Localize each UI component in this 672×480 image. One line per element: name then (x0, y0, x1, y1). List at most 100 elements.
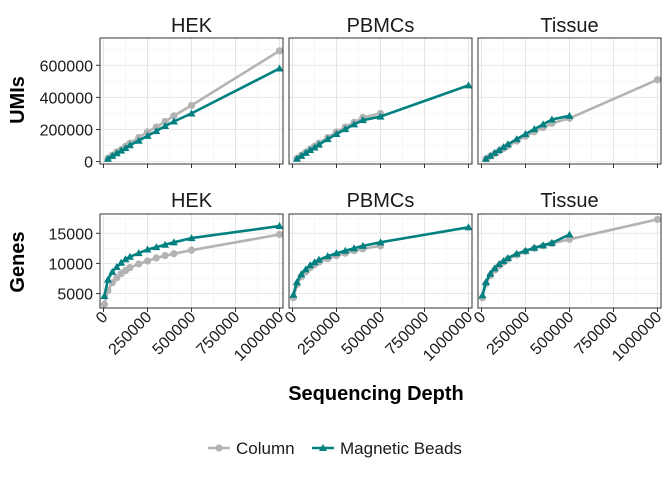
panel-0-1: PBMCs (288, 8, 473, 168)
legend-item-magnetic-beads: Magnetic Beads (312, 439, 462, 458)
data-point-circle (170, 250, 178, 258)
data-point-triangle (323, 135, 332, 143)
series-magnetic-beads (289, 223, 473, 298)
data-point-triangle (187, 109, 196, 117)
data-point-triangle (521, 246, 530, 254)
data-point-triangle (117, 258, 126, 266)
data-point-circle (126, 264, 134, 272)
facet-strip (100, 8, 283, 36)
data-point-triangle (376, 238, 385, 246)
x-tick-label: 250000 (484, 309, 534, 359)
data-point-triangle (100, 291, 109, 299)
data-point-triangle (521, 129, 530, 137)
facet-strip (289, 183, 472, 212)
data-point-triangle (301, 265, 310, 273)
data-point-circle (143, 257, 152, 265)
data-point-triangle (108, 267, 117, 275)
x-tick-label: 250000 (295, 309, 345, 359)
data-point-circle (565, 235, 574, 243)
y-tick-label: 15000 (49, 226, 94, 243)
x-tick-label: 250000 (106, 309, 156, 359)
series-magnetic-beads (292, 81, 473, 162)
x-axis-label: Sequencing Depth (288, 383, 464, 405)
data-point-triangle (314, 255, 323, 263)
facet-title: HEK (171, 15, 213, 37)
data-point-triangle (143, 245, 152, 253)
data-point-triangle (350, 244, 359, 252)
data-point-triangle (495, 146, 504, 154)
data-point-triangle (350, 120, 359, 128)
data-point-triangle (490, 264, 499, 272)
data-point-triangle (503, 140, 512, 148)
data-point-triangle (478, 291, 487, 299)
data-point-triangle (169, 117, 178, 125)
data-point-triangle (323, 252, 332, 260)
data-point-triangle (310, 143, 319, 151)
data-point-triangle (464, 81, 473, 89)
data-point-triangle (108, 151, 117, 159)
data-point-triangle (187, 234, 196, 242)
data-point-triangle (275, 64, 284, 72)
data-point-triangle (565, 230, 574, 238)
y-tick-label: 0 (84, 155, 93, 172)
facet-title: Tissue (540, 190, 598, 212)
data-point-triangle (358, 241, 367, 249)
data-point-triangle (152, 127, 161, 135)
y-tick-label: 400000 (40, 90, 93, 107)
data-point-triangle (565, 111, 574, 119)
data-point-triangle (169, 238, 178, 246)
data-point-triangle (503, 253, 512, 261)
facet-title: HEK (171, 190, 213, 212)
panel-1-0: HEK5000100001500002500005000007500001000… (49, 183, 287, 365)
facet-strip (478, 8, 661, 36)
data-point-triangle (143, 131, 152, 139)
data-point-triangle (103, 275, 112, 283)
data-point-triangle (289, 290, 298, 298)
data-point-triangle (530, 243, 539, 251)
data-point-triangle (539, 241, 548, 249)
data-point-triangle (292, 278, 301, 286)
data-point-triangle (486, 151, 495, 159)
data-point-triangle (112, 263, 121, 271)
x-tick-label: 0 (282, 309, 300, 327)
y-axis-label-umis: UMIs (7, 76, 29, 124)
y-tick-label: 10000 (49, 256, 94, 273)
data-point-triangle (152, 243, 161, 251)
facet-strip (100, 183, 283, 212)
panel-0-0: HEK 0 200000 400000 600000 (40, 8, 284, 172)
x-tick-label: 0 (93, 309, 111, 327)
data-point-triangle (125, 141, 134, 149)
data-point-triangle (481, 278, 490, 286)
data-point-triangle (481, 154, 490, 162)
data-point-triangle (121, 255, 130, 263)
data-point-circle (161, 117, 169, 126)
panel-grid: HEK 0 200000 400000 600000 PBMCs Tissue HEK 5000… (40, 8, 665, 365)
data-point-triangle (306, 146, 315, 154)
x-tick-label: 0 (471, 309, 489, 327)
data-point-triangle (539, 120, 548, 128)
data-point-triangle (161, 121, 170, 129)
facet-title: PBMCs (347, 190, 415, 212)
x-tick-label: 500000 (150, 309, 200, 359)
data-point-circle (170, 112, 178, 120)
data-point-triangle (490, 148, 499, 156)
data-point-triangle (306, 261, 315, 269)
y-tick-label: 5000 (57, 287, 93, 304)
legend-label: Column (236, 439, 295, 458)
data-point-triangle (512, 135, 521, 143)
facet-strip (289, 8, 472, 36)
data-point-triangle (495, 260, 504, 268)
data-point-triangle (547, 238, 556, 246)
facet-title: Tissue (540, 15, 598, 37)
data-point-triangle (275, 222, 284, 230)
panel-0-2: Tissue (477, 8, 662, 168)
legend-key-triangle (319, 444, 327, 451)
data-point-triangle (121, 144, 130, 152)
data-point-circle (187, 246, 196, 254)
data-point-triangle (486, 269, 495, 277)
legend-label: Magnetic Beads (340, 439, 462, 458)
data-point-triangle (376, 112, 385, 120)
data-point-circle (135, 260, 143, 268)
